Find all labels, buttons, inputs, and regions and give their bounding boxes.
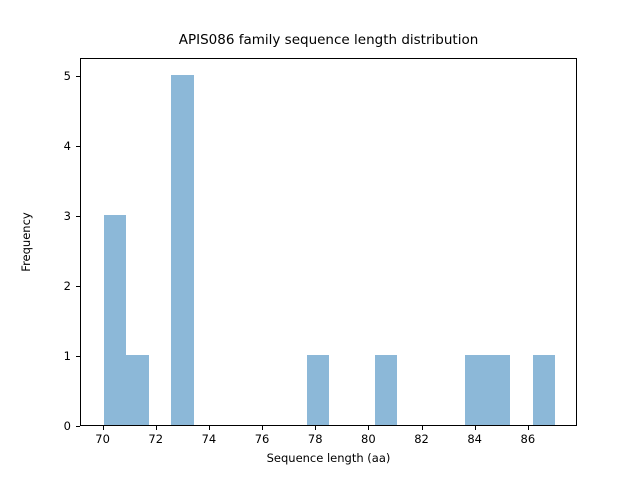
x-tick-label: 78 (307, 432, 323, 446)
x-tick-mark (102, 426, 104, 430)
x-tick-mark (155, 426, 157, 430)
y-tick-mark (76, 75, 80, 77)
histogram-bar (374, 354, 398, 425)
x-tick-mark (474, 426, 476, 430)
x-tick-mark (368, 426, 370, 430)
y-tick-mark (76, 285, 80, 287)
y-tick-label: 0 (63, 419, 71, 433)
histogram-bar (465, 354, 488, 425)
x-tick-mark (262, 426, 264, 430)
x-axis-label: Sequence length (aa) (266, 451, 391, 465)
histogram-bar (532, 354, 556, 425)
chart-title: APIS086 family sequence length distribut… (178, 32, 479, 48)
histogram-bar (103, 214, 127, 425)
plot-area (80, 58, 577, 426)
y-tick-mark (76, 355, 80, 357)
histogram-bar (306, 354, 330, 425)
y-axis-ticks: 0 1 2 3 4 5 (0, 58, 80, 433)
histogram-bar (171, 74, 194, 425)
x-tick-label: 86 (520, 432, 536, 446)
x-tick-mark (527, 426, 529, 430)
x-tick-label: 70 (95, 432, 110, 446)
histogram-bar (126, 354, 149, 425)
histogram-bar (487, 354, 511, 425)
x-tick-label: 72 (148, 432, 164, 446)
x-tick-label: 80 (361, 432, 376, 446)
y-tick-label: 4 (63, 138, 71, 153)
y-tick-mark (76, 426, 80, 427)
x-tick-mark (208, 426, 210, 430)
bars-layer (81, 59, 576, 425)
y-tick-label: 3 (63, 208, 71, 223)
x-tick-mark (315, 426, 317, 430)
y-tick-label: 1 (63, 348, 71, 363)
y-tick-mark (76, 215, 80, 217)
x-tick-label: 82 (414, 432, 429, 446)
x-tick-label: 84 (467, 432, 482, 446)
y-tick-label: 5 (63, 68, 71, 83)
x-tick-label: 74 (201, 432, 217, 446)
x-tick-label: 76 (254, 432, 270, 446)
y-tick-label: 2 (63, 278, 71, 293)
x-tick-mark (421, 426, 423, 430)
y-tick-mark (76, 145, 80, 147)
x-axis-ticks: 70 72 74 76 78 80 82 84 86 (80, 426, 577, 450)
